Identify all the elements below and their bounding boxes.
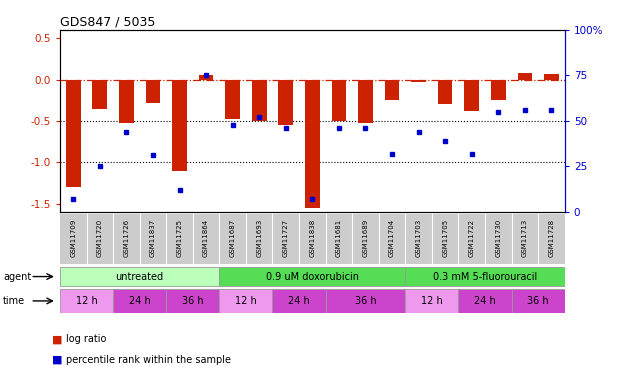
Bar — [220, 267, 405, 286]
Text: 24 h: 24 h — [288, 296, 310, 306]
Text: 24 h: 24 h — [474, 296, 496, 306]
Text: GSM11727: GSM11727 — [283, 219, 289, 257]
Bar — [512, 289, 565, 313]
Text: 0.3 mM 5-fluorouracil: 0.3 mM 5-fluorouracil — [433, 272, 537, 282]
Bar — [517, 73, 532, 80]
Bar — [278, 80, 293, 125]
Text: GSM11838: GSM11838 — [309, 219, 316, 257]
Bar — [305, 80, 320, 208]
Text: 36 h: 36 h — [528, 296, 549, 306]
Bar — [220, 289, 273, 313]
Bar — [326, 289, 405, 313]
Text: GSM11681: GSM11681 — [336, 219, 342, 257]
Bar — [464, 80, 479, 111]
Bar — [225, 80, 240, 119]
Bar — [358, 80, 373, 123]
Text: GSM11730: GSM11730 — [495, 219, 501, 257]
Bar — [544, 74, 559, 80]
Text: 0.9 uM doxorubicin: 0.9 uM doxorubicin — [266, 272, 359, 282]
Bar — [459, 289, 512, 313]
Text: percentile rank within the sample: percentile rank within the sample — [66, 355, 231, 365]
Bar — [172, 80, 187, 171]
Text: GSM11720: GSM11720 — [97, 219, 103, 257]
Text: GSM11703: GSM11703 — [416, 219, 422, 257]
Text: untreated: untreated — [115, 272, 163, 282]
Text: GSM11689: GSM11689 — [362, 219, 369, 257]
Text: 12 h: 12 h — [421, 296, 443, 306]
Text: GSM11704: GSM11704 — [389, 219, 395, 257]
Text: agent: agent — [3, 272, 32, 282]
Bar — [273, 289, 326, 313]
Text: 36 h: 36 h — [182, 296, 204, 306]
Bar — [93, 80, 107, 108]
Text: GSM11725: GSM11725 — [177, 219, 182, 257]
Text: log ratio: log ratio — [66, 334, 107, 344]
Text: time: time — [3, 296, 25, 306]
Text: GSM11722: GSM11722 — [469, 219, 475, 257]
Text: 36 h: 36 h — [355, 296, 376, 306]
Text: GSM11728: GSM11728 — [548, 219, 555, 257]
Text: GSM11687: GSM11687 — [230, 219, 235, 257]
Text: 12 h: 12 h — [235, 296, 257, 306]
Bar — [146, 80, 160, 103]
Bar — [405, 267, 565, 286]
Bar — [411, 80, 426, 82]
Text: GSM11709: GSM11709 — [70, 219, 76, 257]
Bar — [166, 289, 220, 313]
Text: ■: ■ — [52, 355, 62, 365]
Bar — [491, 80, 505, 100]
Text: GSM11693: GSM11693 — [256, 219, 262, 257]
Bar — [252, 80, 266, 121]
Text: 24 h: 24 h — [129, 296, 151, 306]
Bar — [60, 289, 113, 313]
Bar — [119, 80, 134, 123]
Bar — [332, 80, 346, 121]
Text: GSM11726: GSM11726 — [124, 219, 129, 257]
Bar — [405, 289, 459, 313]
Bar — [60, 267, 220, 286]
Bar — [438, 80, 452, 104]
Bar — [113, 289, 166, 313]
Bar — [199, 75, 213, 80]
Text: GSM11837: GSM11837 — [150, 219, 156, 257]
Bar — [385, 80, 399, 100]
Text: GSM11864: GSM11864 — [203, 219, 209, 257]
Text: GSM11713: GSM11713 — [522, 219, 528, 257]
Text: GDS847 / 5035: GDS847 / 5035 — [60, 15, 155, 28]
Text: 12 h: 12 h — [76, 296, 97, 306]
Text: GSM11705: GSM11705 — [442, 219, 448, 257]
Text: ■: ■ — [52, 334, 62, 344]
Bar — [66, 80, 81, 187]
